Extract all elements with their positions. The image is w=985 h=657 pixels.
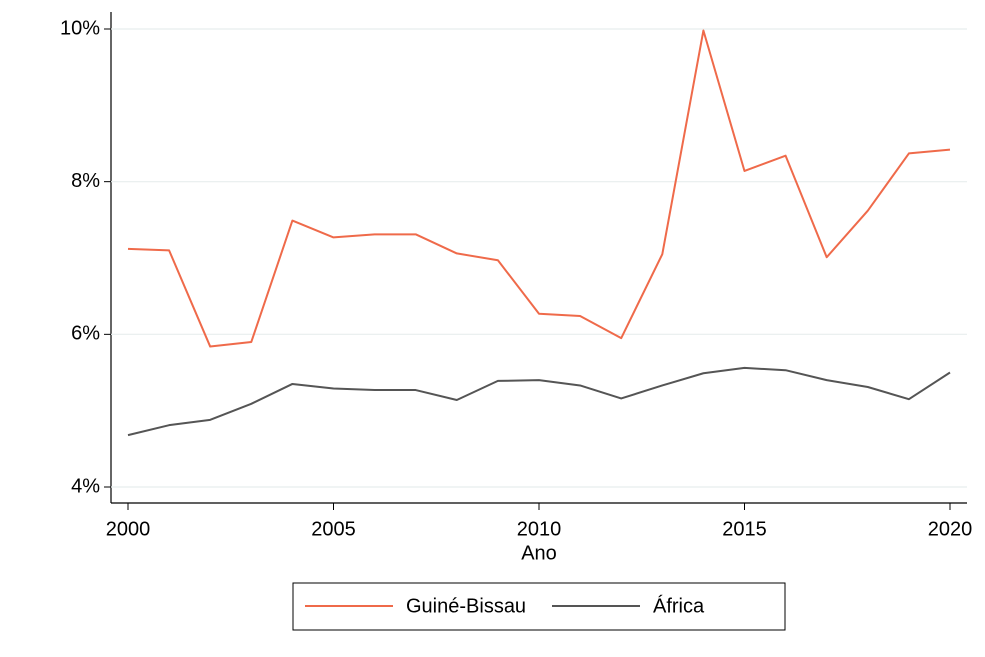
x-tick-label: 2005 [311,518,356,540]
y-tick-label: 6% [71,323,100,345]
x-axis-label: Ano [521,542,557,564]
x-tick-label: 2010 [517,518,562,540]
legend-label: África [653,594,705,617]
x-tick-label: 2000 [106,518,151,540]
y-tick-label: 4% [71,475,100,497]
legend-label: Guiné-Bissau [406,595,526,617]
y-tick-label: 10% [60,17,100,39]
x-tick-label: 2015 [722,518,767,540]
series-line [127,366,951,437]
series-line [127,29,951,348]
y-tick-label: 8% [71,170,100,192]
x-tick-label: 2020 [928,518,973,540]
